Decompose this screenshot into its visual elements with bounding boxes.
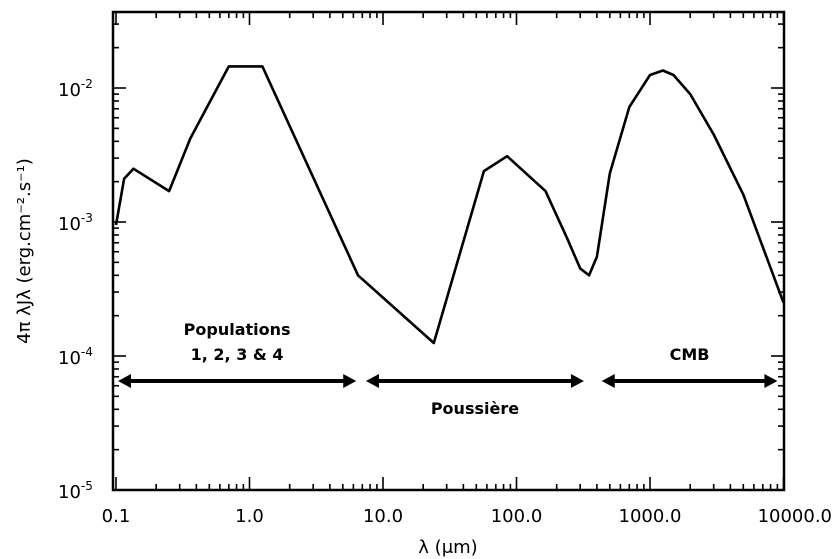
arrowhead [118,374,131,388]
annotation-label: Poussière [431,399,519,418]
x-tick-label: 0.1 [102,506,131,527]
arrowhead [343,374,357,388]
y-tick-labels: 10-5 10-4 10-3 10-2 [58,77,93,503]
arrowhead [601,374,615,388]
x-tick-label: 1.0 [235,506,264,527]
series-curve [114,65,785,345]
y-tick-label: 10-3 [58,211,93,235]
annotation-label: 1, 2, 3 & 4 [191,345,284,364]
annotations: Populations 1, 2, 3 & 4 Poussière CMB [118,320,778,418]
x-tick-label: 10.0 [363,506,403,527]
y-tick-label: 10-4 [58,345,93,369]
y-axis-title: 4π λJλ (erg.cm⁻².s⁻¹) [14,158,35,344]
annotation-label: CMB [670,345,710,364]
arrowhead [570,374,584,388]
x-axis-title: λ (μm) [418,537,477,558]
x-tick-label: 10000.0 [758,506,832,527]
annotation-label: Populations [184,320,291,339]
plot-frame [111,10,786,492]
axis-ticks [113,12,785,491]
arrowhead [365,374,379,388]
y-tick-label: 10-5 [58,479,93,503]
y-tick-label: 10-2 [58,77,93,101]
x-tick-label: 100.0 [491,506,543,527]
x-tick-labels: 0.1 1.0 10.0 100.0 1000.0 10000.0 [102,506,832,527]
x-tick-label: 1000.0 [619,506,682,527]
arrowhead [764,374,778,388]
